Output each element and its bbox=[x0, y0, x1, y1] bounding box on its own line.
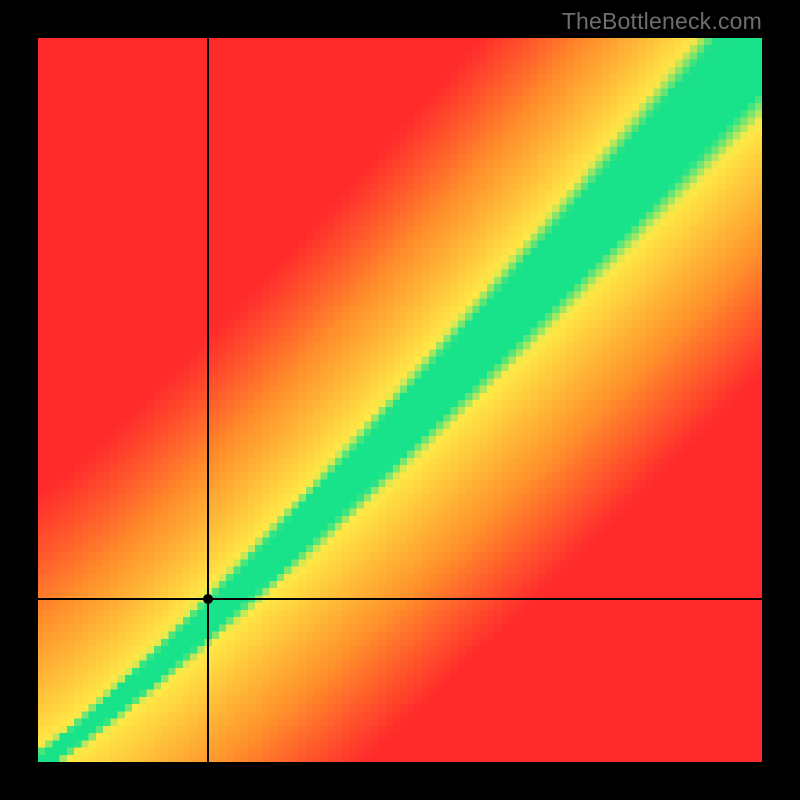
crosshair-vertical bbox=[207, 38, 209, 762]
heatmap-canvas bbox=[38, 38, 762, 762]
marker-dot bbox=[203, 594, 213, 604]
plot-frame bbox=[38, 38, 762, 762]
crosshair-horizontal bbox=[38, 598, 762, 600]
watermark-text: TheBottleneck.com bbox=[562, 8, 762, 35]
